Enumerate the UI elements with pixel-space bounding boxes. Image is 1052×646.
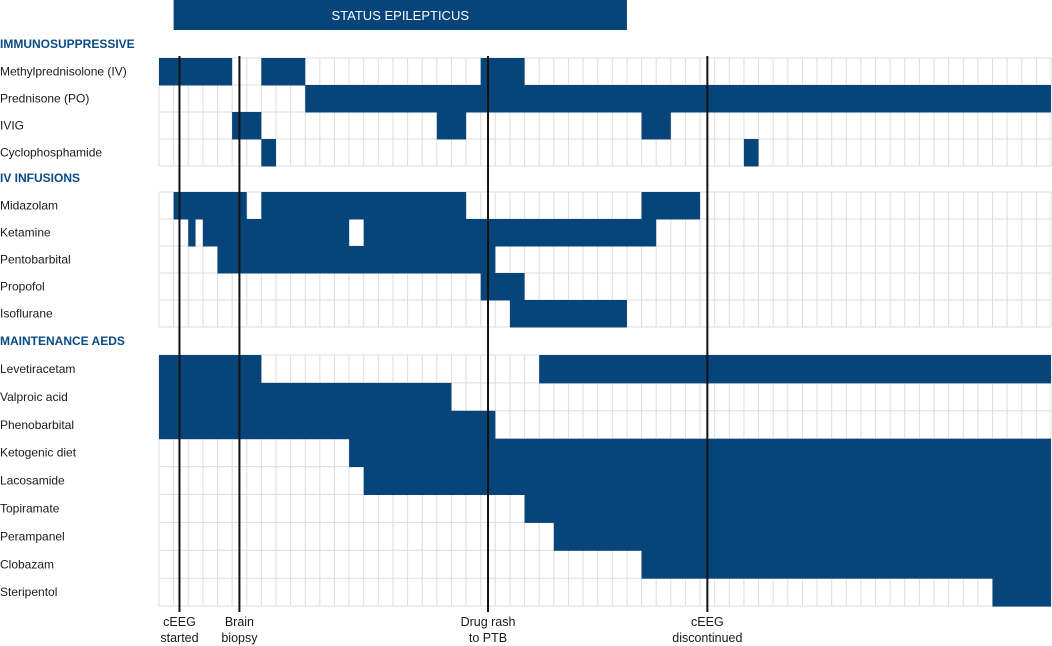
- row-label: Topiramate: [0, 501, 60, 515]
- row-label: Pentobarbital: [0, 253, 71, 267]
- treatment-bar: [217, 246, 496, 274]
- row-label: Lacosamide: [0, 474, 65, 488]
- treatment-bar: [159, 58, 233, 86]
- event-label: cEEG: [163, 615, 196, 629]
- section-header: IV INFUSIONS: [0, 171, 80, 185]
- treatment-bar: [159, 382, 452, 412]
- event-label: cEEG: [691, 615, 724, 629]
- treatment-bar: [159, 355, 262, 384]
- treatment-bar: [641, 550, 1051, 579]
- row-label: Steripentol: [0, 585, 57, 599]
- treatment-bar: [232, 112, 262, 140]
- row-label: Clobazam: [0, 557, 54, 571]
- event-label: Brain: [225, 615, 254, 629]
- event-label: started: [160, 631, 198, 645]
- treatment-bar: [173, 192, 247, 220]
- event-label: discontinued: [672, 631, 742, 645]
- treatment-bar: [261, 58, 306, 86]
- row-label: Cyclophosphamide: [0, 146, 102, 160]
- row-label: Ketamine: [0, 226, 51, 240]
- row-label: Phenobarbital: [0, 418, 74, 432]
- row-label: IVIG: [0, 119, 24, 133]
- treatment-bar: [159, 410, 496, 440]
- row-label: Methylprednisolone (IV): [0, 65, 127, 79]
- treatment-bar: [992, 578, 1051, 607]
- treatment-bar: [349, 438, 1051, 468]
- treatment-bar: [743, 139, 759, 167]
- treatment-bar: [261, 139, 276, 167]
- treatment-bar: [509, 300, 627, 328]
- row-label: Ketogenic diet: [0, 446, 77, 460]
- event-label: Drug rash: [461, 615, 516, 629]
- treatment-bar: [539, 355, 1051, 384]
- treatment-bar: [305, 85, 1052, 113]
- treatment-bar: [641, 192, 701, 220]
- row-label: Prednisone (PO): [0, 92, 89, 106]
- event-label: to PTB: [469, 631, 507, 645]
- treatment-bar: [553, 522, 1051, 551]
- row-label: Valproic acid: [0, 390, 68, 404]
- row-label: Propofol: [0, 280, 45, 294]
- treatment-bar: [641, 112, 671, 140]
- treatment-bar: [524, 494, 1051, 523]
- treatment-bar: [363, 219, 657, 247]
- section-header: IMMUNOSUPPRESSIVE: [0, 37, 135, 51]
- row-label: Isoflurane: [0, 307, 53, 321]
- treatment-bar: [202, 219, 350, 247]
- row-label: Perampanel: [0, 529, 65, 543]
- status-epilepticus-band: [173, 0, 627, 30]
- status-epilepticus-label: STATUS EPILEPTICUS: [332, 8, 470, 23]
- treatment-bar: [436, 112, 467, 140]
- treatment-bar: [261, 192, 467, 220]
- event-label: biopsy: [221, 631, 258, 645]
- row-label: Midazolam: [0, 199, 58, 213]
- treatment-bar: [188, 219, 196, 247]
- row-label: Levetiracetam: [0, 362, 75, 376]
- section-header: MAINTENANCE AEDS: [0, 334, 125, 348]
